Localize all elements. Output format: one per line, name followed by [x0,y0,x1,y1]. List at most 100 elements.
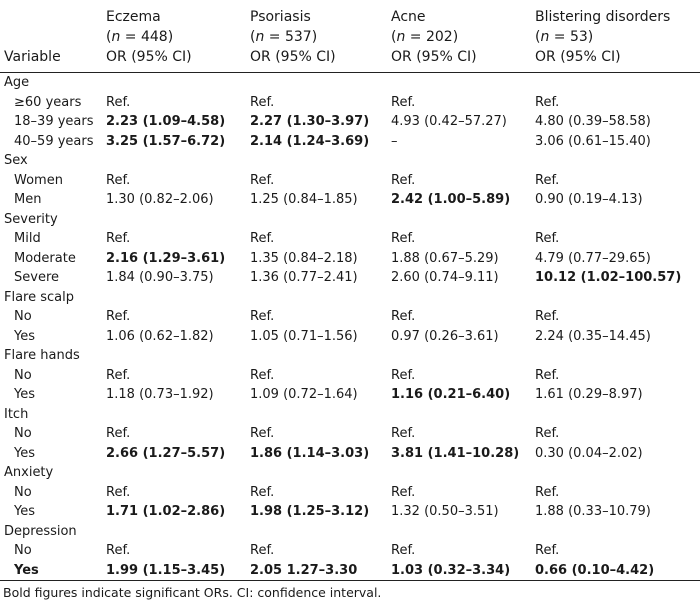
table-row: ≥60 years Ref. Ref. Ref. Ref. [0,93,700,113]
cell-value: 2.23 (1.09–4.58) [106,114,226,129]
cell-value: – [391,133,398,149]
table-row: Mild Ref. Ref. Ref. Ref. [0,229,700,249]
table-row: No Ref. Ref. Ref. Ref. [0,424,700,444]
cell-value: Ref. [391,484,416,500]
cell-value: 1.25 (0.84–1.85) [250,192,358,207]
row-label: No [14,543,32,558]
cell-value: Ref. [535,484,560,500]
cell-value: Ref. [106,94,131,110]
cell-value: 1.32 (0.50–3.51) [391,504,499,519]
group-n: (n = 53) [535,29,594,45]
cell-value: Ref. [535,172,560,188]
row-label: Yes [14,445,35,461]
cell-value: 1.30 (0.82–2.06) [106,192,214,207]
group-row: Severity [0,210,700,230]
group-n: (n = 202) [391,29,459,45]
cell-value: 2.16 (1.29–3.61) [106,250,226,266]
group-label: Age [4,75,30,90]
header-group-blistering: Blistering disorders (n = 53) OR (95% CI… [535,7,670,67]
cell-value: 1.71 (1.02–2.86) [106,504,226,519]
cell-value: 2.27 (1.30–3.97) [250,114,370,129]
cell-value: Ref. [535,543,560,558]
cell-value: Ref. [106,484,131,500]
cell-value: Ref. [250,231,275,246]
table-row: Yes 1.71 (1.02–2.86) 1.98 (1.25–3.12) 1.32 … [0,502,700,522]
group-name: Psoriasis [250,9,311,25]
cell-value: 1.16 (0.21–6.40) [391,387,511,402]
row-label: No [14,309,32,324]
group-name: Eczema [106,9,161,25]
cell-value: 1.61 (0.29–8.97) [535,387,643,402]
cell-value: 1.84 (0.90–3.75) [106,270,214,285]
cell-value: 2.05 1.27–3.30 [250,562,358,578]
table-row: Yes 2.66 (1.27–5.57) 1.86 (1.14–3.03) 3.81 … [0,444,700,464]
cell-value: 1.18 (0.73–1.92) [106,387,214,402]
header-group-eczema: Eczema (n = 448) OR (95% CI) [106,7,192,67]
group-label: Flare hands [4,348,80,363]
row-label: 40–59 years [14,133,94,149]
cell-value: 1.98 (1.25–3.12) [250,504,370,519]
cell-value: 1.88 (0.33–10.79) [535,504,651,519]
header-variable: Variable [4,47,61,67]
cell-value: Ref. [535,94,560,110]
cell-value: 3.25 (1.57–6.72) [106,133,226,149]
table-row: No Ref. Ref. Ref. Ref. [0,541,700,561]
row-label: Yes [14,328,35,344]
cell-value: Ref. [106,309,131,324]
cell-value: Ref. [250,484,275,500]
group-stat: OR (95% CI) [535,49,621,65]
cell-value: Ref. [391,309,416,324]
table-row: No Ref. Ref. Ref. Ref. [0,366,700,386]
cell-value: Ref. [391,426,416,441]
cell-value: 4.93 (0.42–57.27) [391,114,507,129]
group-label: Severity [4,211,58,227]
group-stat: OR (95% CI) [250,49,336,65]
cell-value: Ref. [106,172,131,188]
table-row: 40–59 years 3.25 (1.57–6.72) 2.14 (1.24–3.… [0,132,700,152]
row-label: Severe [14,270,59,285]
cell-value: Ref. [391,231,416,246]
cell-value: Ref. [535,367,560,383]
table-row: Yes 1.99 (1.15–3.45) 2.05 1.27–3.30 1.03 (0… [0,561,700,581]
row-label: ≥60 years [14,94,82,110]
cell-value: Ref. [250,94,275,110]
cell-value: Ref. [106,426,131,441]
group-label: Anxiety [4,465,54,480]
row-label: Women [14,172,63,188]
cell-value: 1.88 (0.67–5.29) [391,250,499,266]
table-row: Yes 1.06 (0.62–1.82) 1.05 (0.71–1.56) 0.97 … [0,327,700,347]
row-label: 18–39 years [14,114,94,129]
cell-value: 0.90 (0.19–4.13) [535,192,643,207]
cell-value: Ref. [535,426,560,441]
group-label: Sex [4,153,28,168]
row-label: No [14,484,32,500]
row-label: No [14,367,32,383]
cell-value: 0.97 (0.26–3.61) [391,328,499,344]
row-label: Yes [14,387,35,402]
cell-value: Ref. [106,367,131,383]
table-row: Yes 1.18 (0.73–1.92) 1.09 (0.72–1.64) 1.16 … [0,385,700,405]
table-body: Age ≥60 years Ref. Ref. Ref. Ref. 18–39 years 2… [0,73,700,580]
cell-value: Ref. [250,426,275,441]
header-group-acne: Acne (n = 202) OR (95% CI) [391,7,477,67]
row-label: Mild [14,231,41,246]
table-row: Moderate 2.16 (1.29–3.61) 1.35 (0.84–2.18)… [0,249,700,269]
cell-value: 2.24 (0.35–14.45) [535,328,651,344]
cell-value: Ref. [250,172,275,188]
cell-value: 2.42 (1.00–5.89) [391,192,511,207]
bottom-rule [0,580,700,581]
cell-value: 1.99 (1.15–3.45) [106,562,226,578]
cell-value: Ref. [250,367,275,383]
cell-value: 4.80 (0.39–58.58) [535,114,651,129]
cell-value: 0.66 (0.10–4.42) [535,562,655,578]
table-row: No Ref. Ref. Ref. Ref. [0,483,700,503]
group-row: Age [0,73,700,93]
table-header: Variable Eczema (n = 448) OR (95% CI) Ps… [0,0,700,72]
group-row: Itch [0,405,700,425]
row-label: Moderate [14,250,76,266]
cell-value: Ref. [391,172,416,188]
header-group-psoriasis: Psoriasis (n = 537) OR (95% CI) [250,7,336,67]
group-label: Flare scalp [4,289,74,305]
group-row: Depression [0,522,700,542]
group-row: Sex [0,151,700,171]
